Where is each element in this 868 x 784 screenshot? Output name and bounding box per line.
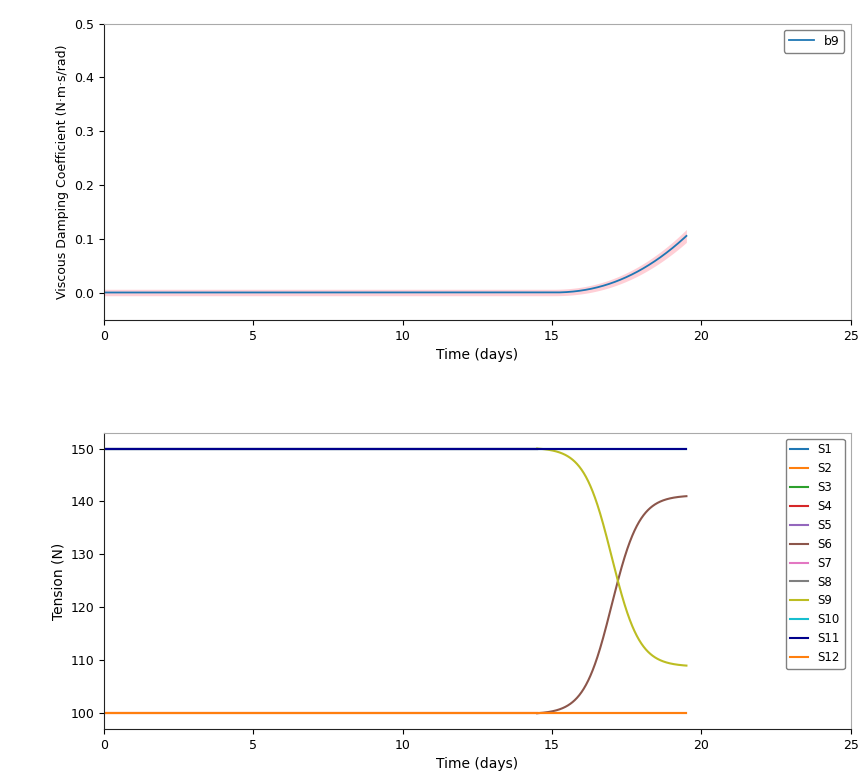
Y-axis label: Tension (N): Tension (N) <box>51 543 65 619</box>
S3 <box>532 444 542 453</box>
b9 <box>666 245 676 254</box>
b9 <box>665 245 675 254</box>
S12 <box>681 709 692 718</box>
S9 <box>632 631 642 641</box>
S2 <box>99 709 109 718</box>
S9 <box>600 524 610 534</box>
S8 <box>532 444 542 453</box>
S6 <box>644 504 654 514</box>
S5 <box>99 444 109 453</box>
S9 <box>558 449 569 459</box>
b9 <box>681 231 692 241</box>
S7 <box>532 444 542 453</box>
b9 <box>99 288 109 297</box>
S8 <box>99 444 109 453</box>
S11 <box>681 444 692 453</box>
S3 <box>99 444 109 453</box>
Line: b9: b9 <box>104 236 687 292</box>
S6 <box>620 551 630 561</box>
S10 <box>99 444 109 453</box>
S1 <box>99 444 109 453</box>
Line: S6: S6 <box>537 496 687 713</box>
S6 <box>600 627 610 637</box>
S7 <box>99 444 109 453</box>
S9 <box>532 444 542 453</box>
S6 <box>570 695 581 704</box>
S4 <box>99 709 109 718</box>
S9 <box>681 661 692 670</box>
Y-axis label: Viscous Damping Coefficient (N·m·s/rad): Viscous Damping Coefficient (N·m·s/rad) <box>56 45 69 299</box>
S9 <box>570 458 581 467</box>
b9 <box>373 288 384 297</box>
b9 <box>129 288 140 297</box>
Line: S9: S9 <box>537 448 687 666</box>
S12 <box>99 709 109 718</box>
b9 <box>390 288 400 297</box>
S6 <box>681 492 692 501</box>
Legend: S1, S2, S3, S4, S5, S6, S7, S8, S9, S10, S11, S12: S1, S2, S3, S4, S5, S6, S7, S8, S9, S10,… <box>786 438 845 669</box>
S10 <box>681 444 692 453</box>
S6 <box>632 521 642 531</box>
S9 <box>644 648 654 658</box>
X-axis label: Time (days): Time (days) <box>437 348 518 362</box>
Legend: b9: b9 <box>784 30 845 53</box>
S6 <box>558 703 569 713</box>
S4 <box>532 709 542 718</box>
b9 <box>567 287 577 296</box>
S6 <box>532 709 542 718</box>
S1 <box>681 444 692 453</box>
S9 <box>620 601 630 611</box>
S2 <box>681 709 692 718</box>
S11 <box>99 444 109 453</box>
S5 <box>532 444 542 453</box>
X-axis label: Time (days): Time (days) <box>437 757 518 771</box>
